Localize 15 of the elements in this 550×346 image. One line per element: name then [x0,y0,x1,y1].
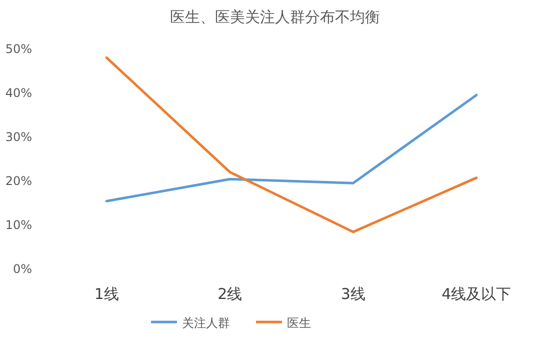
x-tick-label: 2线 [218,285,242,303]
line-series [105,56,478,234]
line-series [105,94,478,202]
y-tick-label: 0% [12,262,32,276]
y-tick-label: 30% [5,130,32,144]
legend-label: 关注人群 [182,316,230,330]
x-tick-label: 4线及以下 [442,285,512,303]
legend-label: 医生 [287,316,311,330]
y-tick-label: 50% [5,42,32,56]
y-tick-label: 20% [5,174,32,188]
y-tick-label: 10% [5,218,32,232]
chart-title: 医生、医美关注人群分布不均衡 [170,8,380,26]
x-tick-label: 1线 [94,285,119,303]
y-tick-label: 40% [5,86,32,100]
x-tick-label: 3线 [340,285,366,303]
